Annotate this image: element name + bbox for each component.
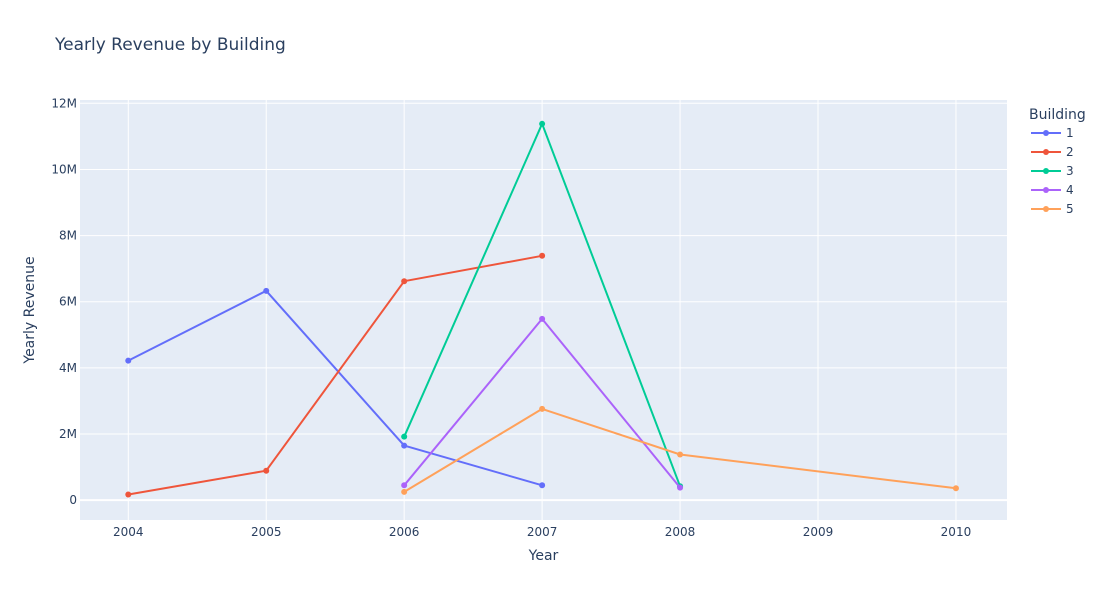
data-point[interactable]: [952, 485, 959, 492]
chart-title: Yearly Revenue by Building: [54, 35, 286, 55]
x-tick-label: 2008: [665, 525, 696, 539]
y-tick-label: 2M: [59, 427, 77, 441]
data-point[interactable]: [401, 433, 408, 440]
series-4[interactable]: [401, 315, 684, 491]
y-tick-label: 10M: [51, 162, 77, 176]
legend-item-3[interactable]: 3: [1031, 164, 1074, 178]
legend-swatch-marker: [1043, 187, 1049, 193]
grid: [80, 100, 1007, 520]
data-point[interactable]: [539, 252, 546, 259]
plot-area: [80, 100, 1007, 520]
legend-label: 3: [1066, 164, 1074, 178]
data-point[interactable]: [677, 451, 684, 458]
series-line: [403, 407, 957, 493]
legend-item-5[interactable]: 5: [1031, 202, 1074, 216]
y-tick-label: 0: [69, 493, 77, 507]
y-axis-title: Yearly Revenue: [22, 256, 38, 364]
x-tick-label: 2004: [113, 525, 144, 539]
data-point[interactable]: [263, 467, 270, 474]
data-point[interactable]: [539, 482, 546, 489]
legend-label: 5: [1066, 202, 1074, 216]
legend-swatch-marker: [1043, 149, 1049, 155]
x-axis: 2004 2005 2006 2007 2008 2009 2010: [113, 525, 971, 539]
x-tick-label: 2007: [527, 525, 558, 539]
data-point[interactable]: [539, 315, 546, 322]
data-point[interactable]: [539, 405, 546, 412]
x-axis-title: Year: [528, 548, 559, 564]
legend-label: 4: [1066, 183, 1074, 197]
x-tick-label: 2005: [251, 525, 282, 539]
legend-swatch-marker: [1043, 168, 1049, 174]
x-tick-label: 2009: [803, 525, 834, 539]
data-point[interactable]: [401, 482, 408, 489]
legend-swatch-marker: [1043, 130, 1049, 136]
legend[interactable]: Building 1 2 3 4 5: [1029, 107, 1086, 216]
legend-item-1[interactable]: 1: [1031, 126, 1074, 140]
series-2[interactable]: [125, 252, 546, 498]
y-tick-label: 12M: [51, 96, 77, 110]
y-tick-label: 8M: [59, 229, 77, 243]
series-5[interactable]: [401, 405, 959, 495]
data-point[interactable]: [401, 278, 408, 285]
series-line: [127, 289, 543, 487]
series-line: [128, 254, 543, 496]
y-tick-label: 4M: [59, 361, 77, 375]
legend-item-2[interactable]: 2: [1031, 145, 1074, 159]
legend-swatch-marker: [1043, 206, 1049, 212]
x-tick-label: 2006: [389, 525, 420, 539]
legend-item-4[interactable]: 4: [1031, 183, 1074, 197]
data-point[interactable]: [677, 484, 684, 491]
legend-label: 2: [1066, 145, 1074, 159]
series-1[interactable]: [125, 287, 546, 489]
data-point[interactable]: [539, 120, 546, 127]
legend-label: 1: [1066, 126, 1074, 140]
data-point[interactable]: [125, 491, 132, 498]
series-layer: [125, 120, 959, 498]
y-tick-label: 6M: [59, 295, 77, 309]
data-point[interactable]: [263, 287, 270, 294]
data-point[interactable]: [125, 357, 132, 364]
data-point[interactable]: [401, 442, 408, 449]
legend-title: Building: [1029, 107, 1086, 123]
y-axis: 0 2M 4M 6M 8M 10M 12M: [51, 96, 77, 507]
x-tick-label: 2010: [941, 525, 972, 539]
data-point[interactable]: [401, 488, 408, 495]
